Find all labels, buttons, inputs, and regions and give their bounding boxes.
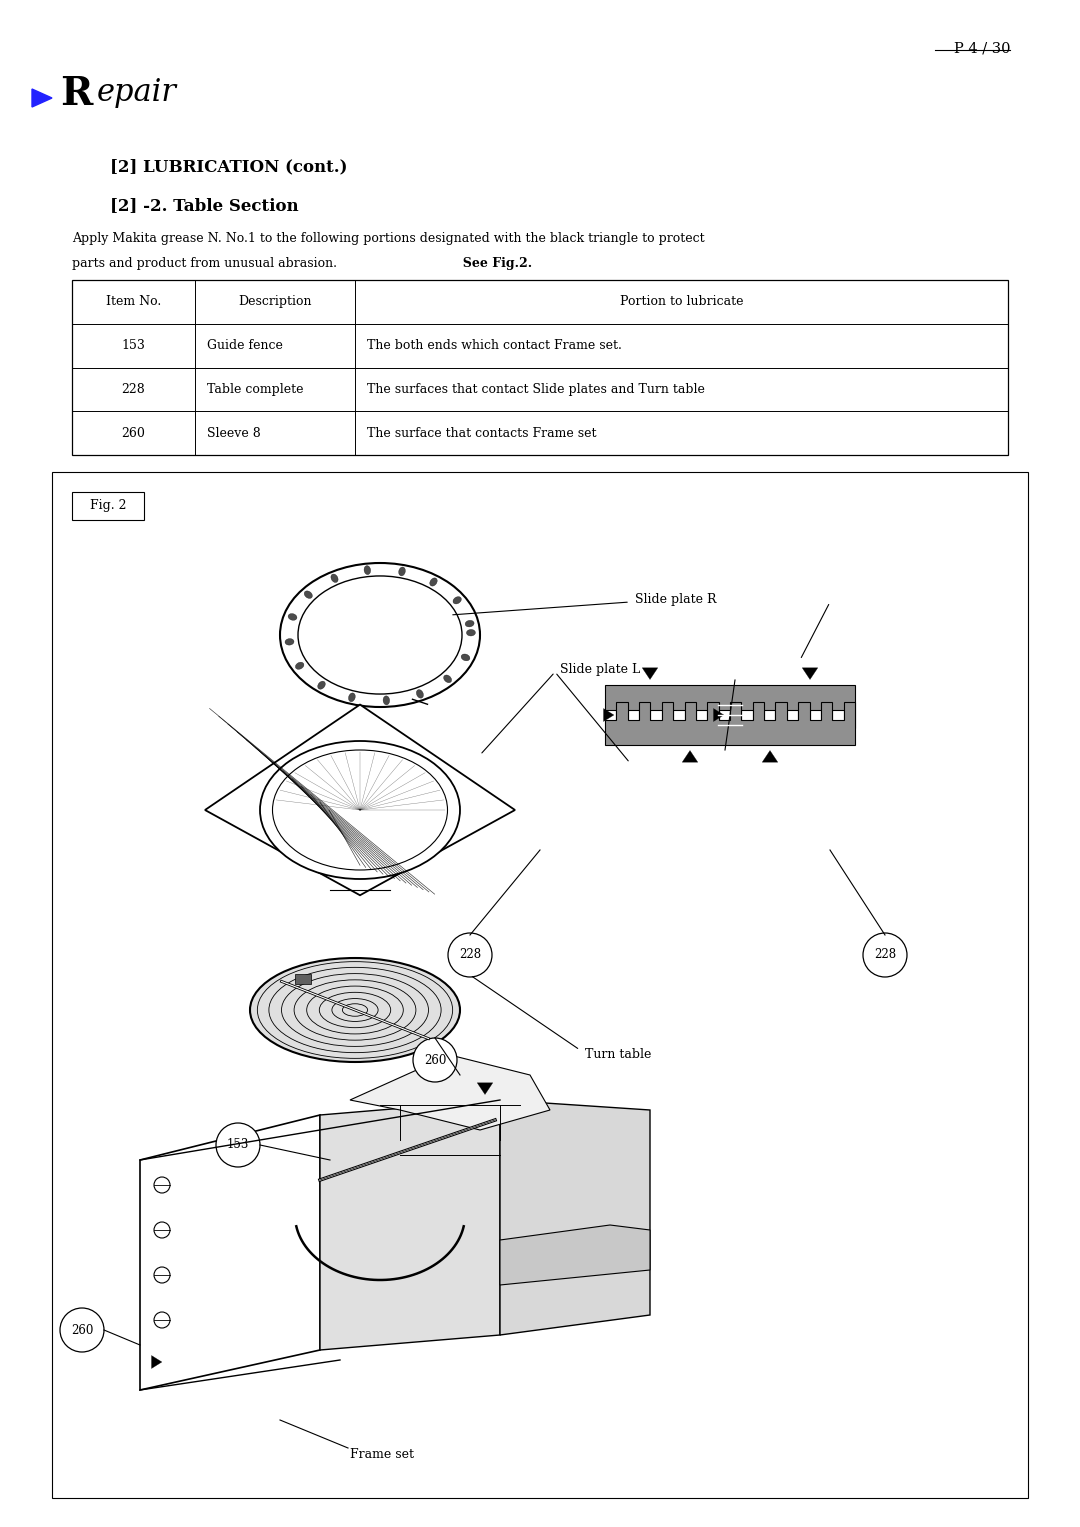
Polygon shape (151, 1356, 162, 1368)
Text: Frame set: Frame set (350, 1449, 414, 1461)
Polygon shape (605, 686, 855, 728)
Text: 153: 153 (122, 339, 146, 353)
Circle shape (413, 1038, 457, 1083)
Text: Item No.: Item No. (106, 295, 161, 308)
Text: R: R (60, 75, 93, 113)
Circle shape (60, 1309, 104, 1351)
Bar (72, 279, 1008, 455)
Ellipse shape (330, 574, 338, 582)
Text: 260: 260 (122, 426, 146, 440)
Polygon shape (477, 1083, 492, 1095)
Text: 260: 260 (71, 1324, 93, 1336)
Text: The both ends which contact Frame set.: The both ends which contact Frame set. (367, 339, 622, 353)
Polygon shape (683, 750, 698, 762)
Text: Portion to lubricate: Portion to lubricate (620, 295, 743, 308)
Polygon shape (320, 1099, 500, 1350)
Ellipse shape (288, 614, 297, 620)
Ellipse shape (383, 696, 390, 705)
Text: Guide fence: Guide fence (207, 339, 283, 353)
Ellipse shape (399, 567, 405, 576)
Bar (295, 974, 311, 983)
Polygon shape (802, 667, 818, 680)
Text: Sleeve 8: Sleeve 8 (207, 426, 260, 440)
Ellipse shape (296, 663, 303, 669)
Ellipse shape (364, 565, 370, 574)
Text: [2] -2. Table Section: [2] -2. Table Section (110, 197, 299, 214)
Text: 228: 228 (459, 948, 481, 962)
Ellipse shape (453, 597, 461, 603)
Ellipse shape (467, 629, 475, 635)
Polygon shape (350, 1055, 550, 1130)
Polygon shape (714, 709, 724, 721)
Polygon shape (762, 750, 778, 762)
Ellipse shape (461, 654, 470, 661)
Bar (52, 472, 1028, 1498)
Text: P 4 / 30: P 4 / 30 (954, 43, 1010, 56)
Ellipse shape (417, 690, 423, 698)
Polygon shape (140, 1115, 320, 1390)
Text: Turn table: Turn table (585, 1049, 651, 1061)
Polygon shape (500, 1099, 650, 1335)
Polygon shape (605, 702, 855, 745)
Ellipse shape (349, 693, 355, 702)
Bar (72, 492, 144, 521)
Circle shape (448, 933, 492, 977)
Text: Slide plate R: Slide plate R (635, 594, 716, 606)
Text: See Fig.2.: See Fig.2. (454, 257, 532, 270)
Text: Apply Makita grease N. No.1 to the following portions designated with the black : Apply Makita grease N. No.1 to the follo… (72, 232, 704, 244)
Text: 228: 228 (122, 383, 146, 395)
Ellipse shape (305, 591, 312, 599)
Circle shape (863, 933, 907, 977)
Polygon shape (32, 89, 52, 107)
Ellipse shape (249, 957, 460, 1061)
Ellipse shape (444, 675, 451, 683)
Text: parts and product from unusual abrasion.: parts and product from unusual abrasion. (72, 257, 337, 270)
Text: The surface that contacts Frame set: The surface that contacts Frame set (367, 426, 596, 440)
Ellipse shape (465, 620, 474, 628)
Polygon shape (604, 709, 613, 721)
Polygon shape (205, 704, 515, 895)
Text: 228: 228 (874, 948, 896, 962)
Circle shape (216, 1122, 260, 1167)
Ellipse shape (260, 741, 460, 880)
Text: Table complete: Table complete (207, 383, 303, 395)
Ellipse shape (318, 681, 325, 689)
Text: 260: 260 (423, 1054, 446, 1066)
Ellipse shape (285, 638, 294, 644)
Text: epair: epair (97, 76, 177, 108)
Text: Slide plate L: Slide plate L (561, 664, 640, 676)
Text: Description: Description (239, 295, 312, 308)
Text: [2] LUBRICATION (cont.): [2] LUBRICATION (cont.) (110, 157, 348, 176)
Text: 153: 153 (227, 1139, 249, 1151)
Polygon shape (643, 667, 658, 680)
Ellipse shape (430, 577, 437, 586)
Text: The surfaces that contact Slide plates and Turn table: The surfaces that contact Slide plates a… (367, 383, 705, 395)
Text: Fig. 2: Fig. 2 (90, 499, 126, 513)
Polygon shape (500, 1225, 650, 1286)
